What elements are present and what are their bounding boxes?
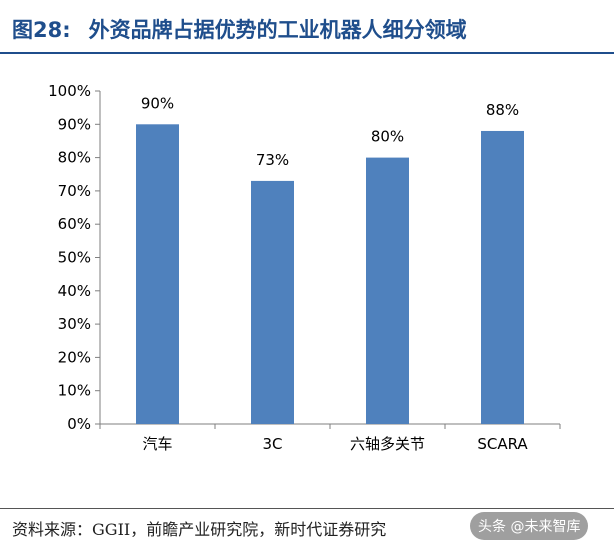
data-label: 73% (256, 151, 289, 169)
y-tick-label: 60% (58, 215, 91, 233)
watermark: 头条 @未来智库 (470, 512, 589, 540)
data-label: 90% (141, 94, 174, 112)
y-tick-label: 100% (48, 82, 91, 100)
y-tick-label: 40% (58, 282, 91, 300)
figure-number: 图28: (12, 18, 71, 42)
x-tick-label: SCARA (477, 435, 528, 453)
y-tick-label: 0% (67, 415, 91, 433)
y-tick-label: 20% (58, 348, 91, 366)
figure-title: 图28: 外资品牌占据优势的工业机器人细分领域 (12, 14, 467, 44)
y-tick-label: 80% (58, 149, 91, 167)
bar (136, 124, 179, 425)
x-tick-label: 汽车 (142, 435, 172, 453)
data-label: 88% (486, 101, 519, 119)
bar (366, 157, 409, 424)
source-rule (0, 508, 614, 509)
figure-title-text: 外资品牌占据优势的工业机器人细分领域 (88, 18, 467, 42)
x-tick-label: 六轴多关节 (350, 435, 425, 453)
source-note: 资料来源：GGII，前瞻产业研究院，新时代证券研究 (12, 520, 387, 539)
y-tick-label: 30% (58, 315, 91, 333)
x-tick-label: 3C (262, 435, 282, 453)
bar-chart: 0% 10% 20% 30% 40% 50% 60% 70% 80% 90% 100% 90% 汽车 73… (48, 82, 561, 453)
y-tick-label: 90% (58, 115, 91, 133)
bar (481, 130, 524, 424)
y-tick-label: 50% (58, 249, 91, 267)
data-label: 80% (371, 128, 404, 146)
y-tick-label: 70% (58, 182, 91, 200)
y-tick-label: 10% (58, 382, 91, 400)
title-rule (0, 52, 614, 54)
bar (251, 180, 294, 424)
